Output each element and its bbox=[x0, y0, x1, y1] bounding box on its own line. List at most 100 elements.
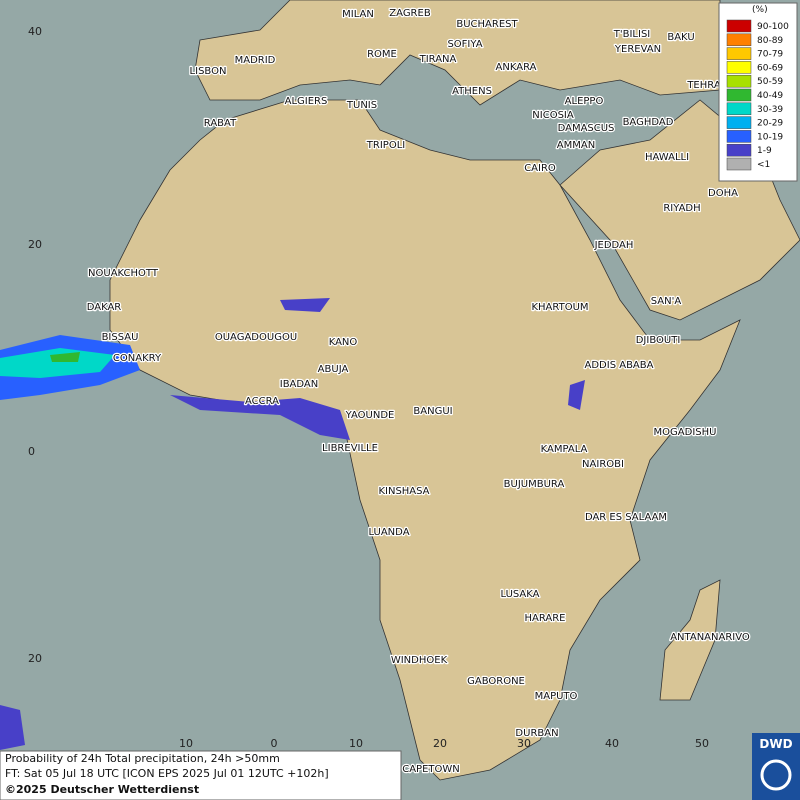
city-label: DAMASCUS bbox=[558, 123, 615, 134]
europe bbox=[194, 0, 721, 106]
city-label: TIRANA bbox=[419, 54, 457, 65]
city-label: KINSHASA bbox=[378, 486, 429, 497]
logo: DWD bbox=[752, 733, 800, 800]
city-label: BISSAU bbox=[102, 332, 139, 343]
legend-label: 60-69 bbox=[757, 63, 783, 73]
precip-area bbox=[280, 298, 330, 312]
precip-area bbox=[0, 348, 115, 378]
city-label: NICOSIA bbox=[532, 110, 574, 121]
city-label: DURBAN bbox=[515, 728, 558, 739]
legend-label: 70-79 bbox=[757, 50, 783, 60]
city-label: MAPUTO bbox=[535, 691, 578, 702]
city-label: T'BILISI bbox=[613, 29, 650, 40]
city-label: ANKARA bbox=[496, 62, 537, 73]
city-label: SOFIYA bbox=[447, 39, 482, 50]
city-label: HARARE bbox=[524, 613, 565, 624]
lon-label: 10 bbox=[349, 737, 363, 750]
legend-label: 80-89 bbox=[757, 36, 783, 46]
legend-swatch bbox=[726, 130, 752, 143]
city-label: SAN'A bbox=[651, 296, 682, 307]
city-label: BAKU bbox=[667, 32, 694, 43]
lat-label: 40 bbox=[28, 25, 42, 38]
city-label: CONAKRY bbox=[113, 353, 162, 364]
legend-entries: 90-100 80-89 70-79 60-69 50-59 40-49 30-39 20-2… bbox=[726, 19, 789, 171]
city-label: KHARTOUM bbox=[531, 302, 588, 313]
city-label: DJIBOUTI bbox=[636, 335, 681, 346]
precip-area bbox=[0, 705, 25, 750]
city-label: CAIRO bbox=[524, 163, 556, 174]
madagascar bbox=[659, 579, 721, 701]
city-label: IBADAN bbox=[280, 379, 319, 390]
legend-swatch bbox=[726, 61, 752, 74]
city-label: ALEPPO bbox=[565, 96, 604, 107]
city-label: LUSAKA bbox=[501, 589, 540, 600]
city-label: KAMPALA bbox=[541, 444, 588, 455]
city-label: YAOUNDE bbox=[345, 410, 395, 421]
city-label: CAPETOWN bbox=[402, 764, 460, 775]
city-label: ACCRA bbox=[245, 396, 279, 407]
city-label: OUAGADOUGOU bbox=[215, 332, 297, 343]
city-label: ATHENS bbox=[452, 86, 492, 97]
city-label: BUJUMBURA bbox=[504, 479, 565, 490]
city-label: ADDIS ABABA bbox=[585, 360, 654, 371]
city-label: MOGADISHU bbox=[654, 427, 717, 438]
legend: (%) 90-100 80-89 70-79 60-69 50-59 40-49 30-39… bbox=[718, 2, 798, 182]
city-label: ALGIERS bbox=[285, 96, 328, 107]
city-label: ABUJA bbox=[318, 364, 349, 375]
city-label: BUCHAREST bbox=[456, 19, 518, 30]
legend-label: <1 bbox=[757, 160, 770, 170]
lat-label: 20 bbox=[28, 652, 42, 665]
legend-label: 10-19 bbox=[757, 132, 783, 142]
city-label: NOUAKCHOTT bbox=[88, 268, 159, 279]
city-label: BAGHDAD bbox=[623, 117, 674, 128]
city-label: LIBREVILLE bbox=[322, 443, 378, 454]
city-label: KANO bbox=[329, 337, 358, 348]
footer: Probability of 24h Total precipitation, … bbox=[0, 750, 402, 800]
city-label: TUNIS bbox=[346, 100, 377, 111]
city-label: RIYADH bbox=[663, 203, 700, 214]
legend-label: 50-59 bbox=[757, 77, 783, 87]
africa bbox=[109, 99, 741, 781]
city-label: YEREVAN bbox=[614, 44, 661, 55]
city-label: ZAGREB bbox=[389, 8, 431, 19]
logo-icon bbox=[760, 759, 792, 791]
legend-swatch bbox=[726, 33, 752, 47]
lon-label: 10 bbox=[179, 737, 193, 750]
city-label: ANTANANARIVO bbox=[670, 632, 750, 643]
legend-label: 1-9 bbox=[757, 146, 772, 156]
legend-swatch bbox=[726, 102, 752, 116]
legend-swatch bbox=[726, 116, 752, 129]
footer-box bbox=[0, 750, 402, 800]
city-label: JEDDAH bbox=[594, 240, 634, 251]
grid-labels: 40 20 0 20 10 0 10 20 30 40 50 bbox=[28, 25, 709, 750]
lon-label: 20 bbox=[433, 737, 447, 750]
city-label: MILAN bbox=[342, 9, 374, 20]
legend-title: (%) bbox=[752, 5, 768, 15]
legend-swatch bbox=[726, 19, 752, 33]
lon-label: 40 bbox=[605, 737, 619, 750]
city-label: AMMAN bbox=[557, 140, 595, 151]
city-label: LUANDA bbox=[368, 527, 409, 538]
legend-swatch bbox=[726, 74, 752, 88]
legend-swatch bbox=[726, 157, 752, 171]
city-label: RABAT bbox=[204, 118, 237, 129]
precip-area bbox=[170, 395, 350, 440]
footer-time: FT: Sat 05 Jul 18 UTC [ICON EPS 2025 Jul… bbox=[5, 767, 329, 780]
footer-title: Probability of 24h Total precipitation, … bbox=[5, 752, 280, 765]
lon-label: 50 bbox=[695, 737, 709, 750]
lat-label: 20 bbox=[28, 238, 42, 251]
precipitation bbox=[0, 298, 585, 750]
lat-label: 0 bbox=[28, 445, 35, 458]
precip-area bbox=[50, 352, 80, 362]
lon-label: 0 bbox=[271, 737, 278, 750]
legend-label: 30-39 bbox=[757, 105, 783, 115]
legend-swatch bbox=[726, 47, 752, 60]
lon-label: 30 bbox=[517, 737, 531, 750]
legend-label: 40-49 bbox=[757, 91, 783, 101]
footer-copyright: ©2025 Deutscher Wetterdienst bbox=[5, 783, 199, 796]
legend-swatch bbox=[726, 88, 752, 102]
city-label: HAWALLI bbox=[645, 152, 689, 163]
city-label: TEHRA bbox=[686, 80, 720, 91]
legend-label: 20-29 bbox=[757, 119, 783, 129]
